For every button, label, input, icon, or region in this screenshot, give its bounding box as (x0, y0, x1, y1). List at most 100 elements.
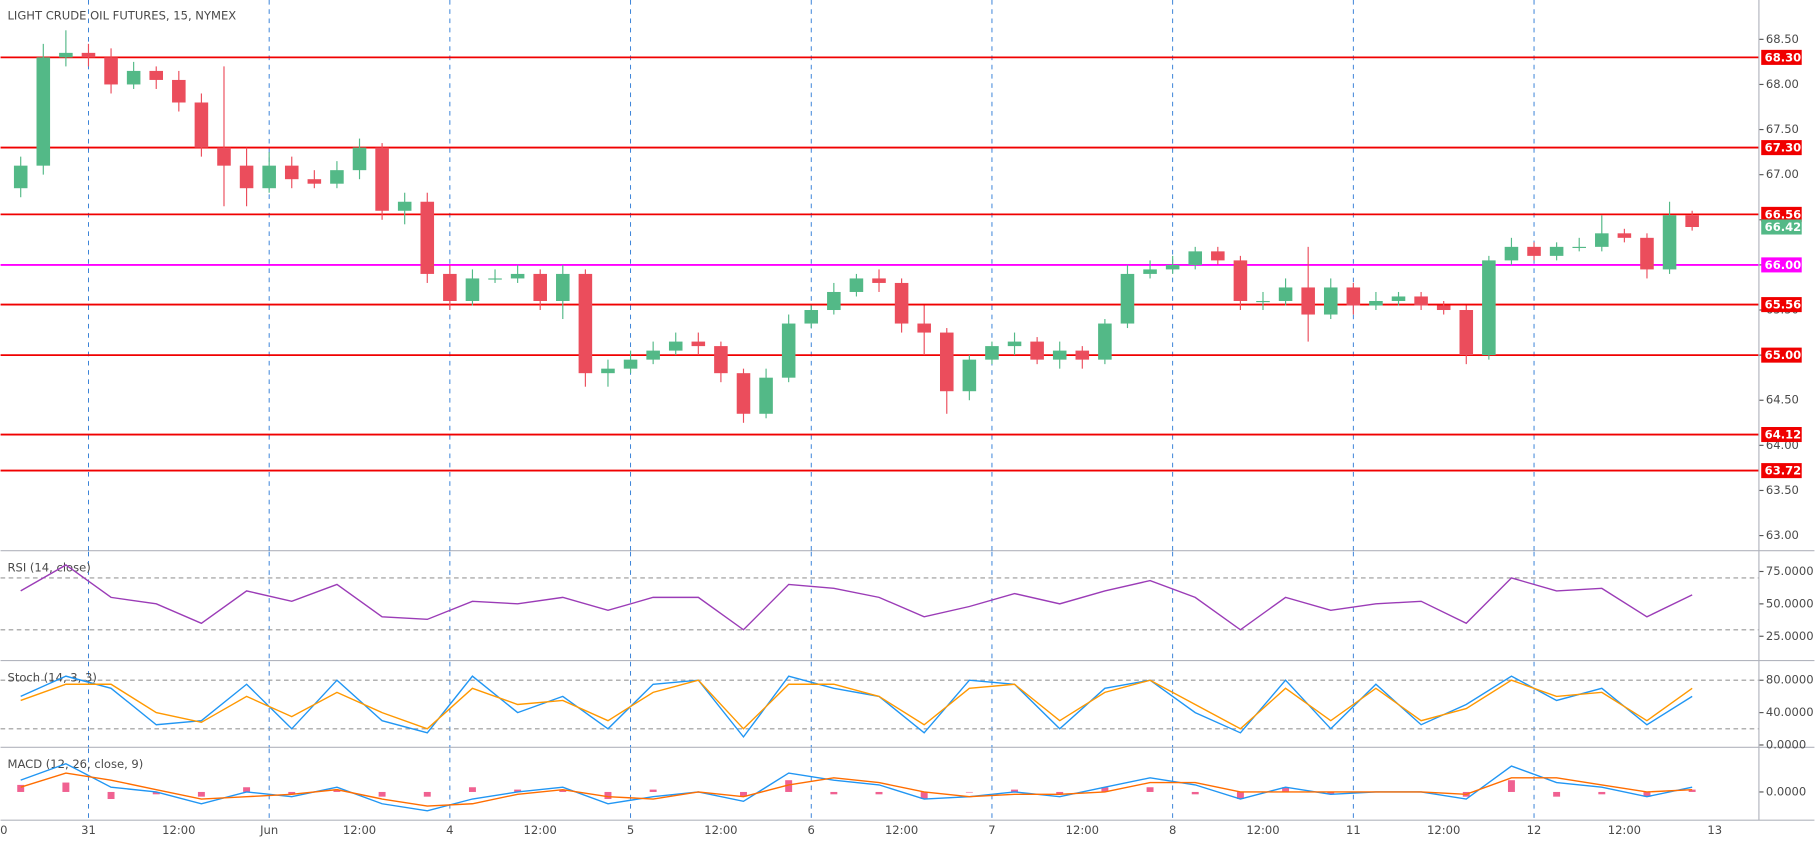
histogram-bar (1146, 787, 1154, 792)
candle-body (126, 70, 141, 85)
histogram-bar (740, 791, 747, 797)
x-tick-label: 12:00 (1427, 823, 1460, 837)
candle-body (804, 310, 819, 324)
y-tick-label: 67.50 (1766, 122, 1799, 136)
candle-body (81, 52, 96, 58)
price-tag-label: 66.00 (1765, 258, 1802, 272)
candle-body (1301, 287, 1315, 315)
candle-body (1640, 237, 1654, 270)
candle-body (714, 346, 728, 374)
histogram-bar (468, 787, 476, 792)
candle-body (1256, 300, 1270, 303)
candle-body (1098, 323, 1112, 360)
x-tick-label: 12:00 (343, 823, 376, 837)
candle-body (1278, 287, 1293, 301)
candle-body (59, 52, 73, 58)
histogram-bar (288, 791, 296, 795)
histogram-bar (1688, 789, 1696, 792)
x-tick-label: 31 (81, 823, 96, 837)
y-tick-label: 25.0000 (1766, 629, 1814, 643)
y-tick-label: 40.0000 (1766, 705, 1814, 719)
price-tag (1761, 427, 1802, 443)
candle-body (872, 278, 886, 283)
y-tick-label: 50.0000 (1766, 596, 1814, 610)
histogram-bar (1011, 789, 1019, 792)
x-tick-label: 7 (988, 823, 995, 837)
histogram-bar (1553, 791, 1561, 797)
y-tick-label: 0.0000 (1766, 737, 1806, 751)
candle-body (781, 323, 796, 378)
histogram-bar (1643, 791, 1651, 797)
candle-body (578, 273, 593, 374)
candle-body (917, 323, 931, 333)
histogram-bar (17, 784, 25, 792)
candle-body (849, 278, 864, 292)
candle-body (194, 102, 209, 148)
candle-body (1007, 341, 1022, 347)
candle-body (1052, 350, 1067, 360)
candle-body (1233, 260, 1248, 301)
pane-title: LIGHT CRUDE OIL FUTURES, 15, NYMEX (8, 9, 237, 23)
candle-body (488, 278, 502, 280)
y-tick-label: 75.0000 (1766, 564, 1814, 578)
histogram-bar (649, 789, 657, 792)
price-tag-label: 68.30 (1765, 50, 1802, 64)
candle-body (646, 350, 660, 360)
histogram-bar (514, 789, 522, 792)
candle-body (149, 70, 164, 80)
candle-body (533, 273, 547, 301)
x-tick-label: 4 (446, 823, 453, 837)
x-tick-label: :00 (0, 823, 7, 837)
candle-body (1188, 251, 1203, 265)
price-tag-label: 64.12 (1765, 428, 1802, 442)
candle-body (668, 341, 683, 351)
candle-body (1595, 233, 1609, 247)
candle-body (962, 359, 977, 392)
candle-body (420, 201, 435, 274)
candle-body (284, 165, 299, 180)
candle-body (939, 332, 954, 392)
candle-body (1075, 350, 1090, 360)
candle-body (510, 273, 525, 279)
x-tick-label: 12 (1527, 823, 1542, 837)
candle-body (1369, 300, 1383, 306)
price-tag (1761, 257, 1802, 273)
candle-body (465, 278, 480, 301)
candle-body (13, 165, 28, 189)
histogram-bar (1598, 791, 1606, 795)
indicator-line (20, 564, 1693, 631)
x-tick-label: 13 (1707, 823, 1722, 837)
histogram-bar (1236, 791, 1244, 800)
candle-body (1165, 264, 1180, 270)
histogram-bar (333, 789, 341, 792)
y-tick-label: 80.0000 (1766, 673, 1814, 687)
candle-body (1482, 260, 1496, 356)
histogram-bar (830, 791, 838, 795)
candle-body (1504, 246, 1519, 261)
candle-body (104, 57, 118, 85)
price-tag-label: 66.42 (1765, 220, 1802, 234)
candle-body (1414, 296, 1428, 306)
candle-body (1617, 233, 1632, 238)
x-tick-label: 11 (1346, 823, 1361, 837)
candle-body (172, 79, 186, 103)
histogram-bar (920, 791, 928, 800)
histogram-bar (1507, 780, 1515, 792)
candle-body (1143, 269, 1157, 274)
candle-body (239, 165, 254, 189)
candle-body (1323, 287, 1338, 315)
histogram-bar (378, 791, 386, 797)
y-tick-label: 63.00 (1766, 528, 1799, 542)
histogram-bar (107, 791, 115, 800)
candle-body (375, 147, 389, 211)
candle-body (330, 170, 344, 184)
pane-title: RSI (14, close) (8, 560, 91, 574)
x-tick-label: Jun (259, 823, 278, 837)
indicator-line (20, 772, 1693, 807)
price-tag (1761, 206, 1802, 222)
price-tag-label: 63.72 (1765, 464, 1802, 478)
y-tick-label: 64.50 (1766, 393, 1799, 407)
candle-body (601, 368, 615, 374)
